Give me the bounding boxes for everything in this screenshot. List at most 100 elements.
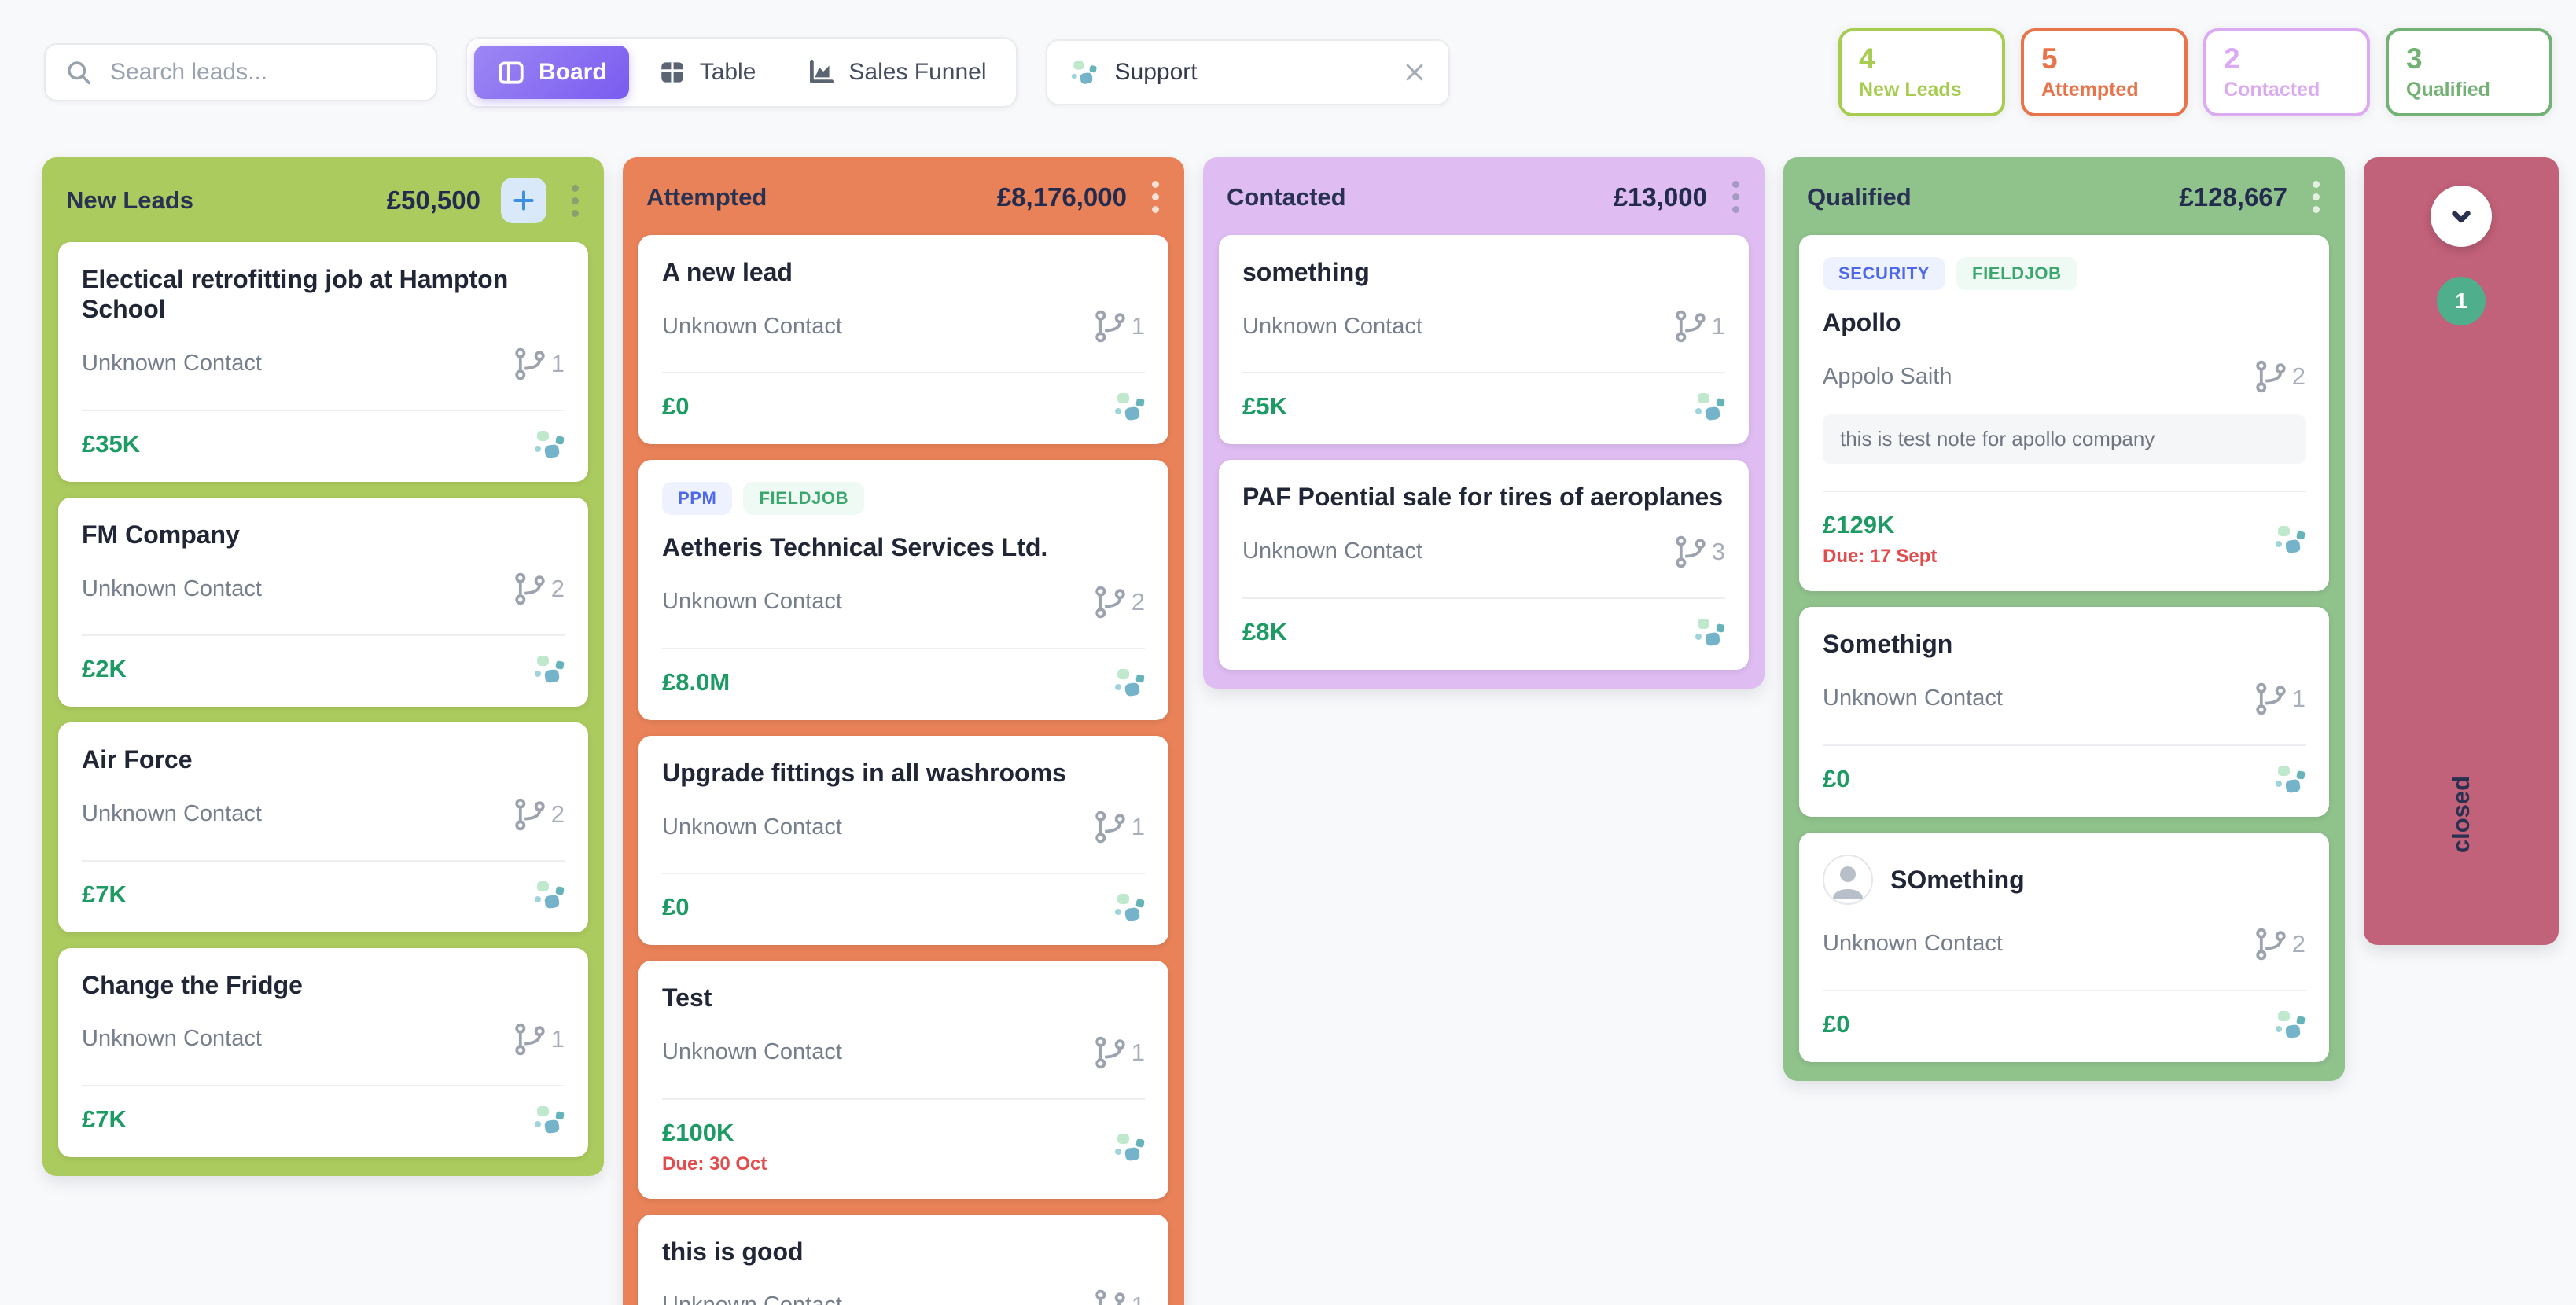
stat-chip-contacted[interactable]: 2 Contacted — [2203, 28, 2370, 116]
card-meta-row: Unknown Contact 1 — [662, 1287, 1145, 1305]
lead-card[interactable]: Air Force Unknown Contact 2 £7K — [58, 722, 588, 932]
stat-chip-qualified[interactable]: 3 Qualified — [2386, 28, 2552, 116]
search-input[interactable] — [44, 43, 437, 101]
column-menu-icon[interactable] — [2308, 178, 2324, 216]
add-lead-button[interactable] — [501, 178, 546, 223]
stat-chip-new-leads[interactable]: 4 New Leads — [1838, 28, 2005, 116]
card-title-row: Apollo — [1823, 307, 2306, 337]
lead-card[interactable]: PPM FIELDJOB Aetheris Technical Services … — [638, 460, 1168, 720]
view-button-sales-funnel[interactable]: Sales Funnel — [784, 46, 1008, 99]
lead-card[interactable]: SOmething Unknown Contact 2 £0 — [1799, 832, 2329, 1062]
branch-indicator: 1 — [1092, 808, 1145, 846]
card-value-row: £2K — [82, 655, 565, 684]
column-header: Attempted £8,176,000 — [623, 157, 1184, 235]
tags: SECURITY FIELDJOB — [1823, 257, 2306, 290]
card-divider — [82, 409, 565, 411]
card-title: Electical retrofitting job at Hampton Sc… — [82, 265, 509, 324]
card-title: Upgrade fittings in all washrooms — [662, 758, 1066, 787]
card-contact: Unknown Contact — [82, 351, 262, 377]
column-header: New Leads £50,500 — [42, 157, 604, 242]
products-icon — [535, 880, 565, 909]
view-button-table[interactable]: Table — [635, 46, 778, 99]
lead-card[interactable]: Somethign Unknown Contact 1 £0 — [1799, 607, 2329, 817]
due-date: Due: 30 Oct — [662, 1152, 767, 1174]
lead-card[interactable]: Electical retrofitting job at Hampton Sc… — [58, 242, 588, 482]
card-contact: Unknown Contact — [1242, 313, 1422, 339]
cards: something Unknown Contact 1 £5K — [1203, 235, 1765, 670]
lead-card[interactable]: Test Unknown Contact 1 £100K Due: 30 Oct — [638, 961, 1168, 1199]
column-menu-icon[interactable] — [1147, 178, 1164, 216]
card-contact: Unknown Contact — [662, 1039, 842, 1065]
search-icon — [68, 61, 91, 85]
tag-fieldjob: FIELDJOB — [743, 482, 865, 516]
card-value: £0 — [1823, 764, 1850, 792]
card-value: £8K — [1242, 617, 1287, 645]
branch-count: 2 — [1131, 587, 1145, 616]
lead-card[interactable]: something Unknown Contact 1 £5K — [1219, 235, 1749, 445]
card-title: this is good — [662, 1237, 804, 1266]
card-title-row: A new lead — [662, 257, 1145, 287]
git-branch-icon — [1095, 311, 1125, 343]
column-new-leads: New Leads £50,500 Electical retrofitting… — [42, 157, 604, 1176]
products-icon — [2276, 1010, 2306, 1038]
column-menu-icon[interactable] — [567, 182, 583, 220]
card-title: something — [1242, 258, 1370, 286]
branch-count: 1 — [1131, 312, 1145, 340]
lead-card[interactable]: Change the Fridge Unknown Contact 1 £7K — [58, 947, 588, 1157]
branch-indicator: 1 — [1092, 307, 1145, 345]
view-toggle: Board Table Sales Funnel — [466, 37, 1018, 108]
card-title-row: PAF Poential sale for tires of aeroplane… — [1242, 482, 1725, 512]
column-title: Qualified — [1807, 182, 1912, 211]
card-value-row: £0 — [1823, 765, 2306, 793]
tag-fieldjob: FIELDJOB — [1956, 257, 2077, 290]
card-value: £100K — [662, 1118, 734, 1146]
lead-card[interactable]: PAF Poential sale for tires of aeroplane… — [1219, 460, 1749, 670]
branch-indicator: 1 — [1673, 307, 1725, 345]
card-title: FM Company — [82, 520, 240, 549]
column-closed: 1 closed — [2364, 157, 2559, 945]
stat-count: 2 — [2224, 42, 2240, 75]
card-title: Change the Fridge — [82, 970, 303, 999]
tab-support[interactable]: Support — [1045, 39, 1450, 105]
products-icon — [1115, 894, 1145, 922]
lead-card[interactable]: A new lead Unknown Contact 1 £0 — [638, 235, 1168, 445]
git-branch-icon — [1676, 311, 1706, 343]
lead-card[interactable]: SECURITY FIELDJOB Apollo Appolo Saith 2 t… — [1799, 235, 2329, 592]
card-meta-row: Unknown Contact 1 — [1823, 680, 2306, 718]
expand-column-button[interactable] — [2431, 186, 2492, 247]
column-title: Contacted — [1227, 182, 1346, 211]
lead-card[interactable]: FM Company Unknown Contact 2 £2K — [58, 497, 588, 708]
branch-count: 3 — [1711, 537, 1725, 565]
card-title-row: Somethign — [1823, 629, 2306, 659]
card-value: £2K — [82, 655, 127, 683]
git-branch-icon — [2256, 682, 2286, 715]
lead-card[interactable]: this is good Unknown Contact 1 £76K Due:… — [638, 1214, 1168, 1305]
git-branch-icon — [515, 798, 545, 830]
card-meta-row: Unknown Contact 3 — [1242, 533, 1725, 571]
stat-chip-attempted[interactable]: 5 Attempted — [2021, 28, 2188, 116]
products-icon — [2276, 526, 2306, 554]
card-divider — [1823, 989, 2306, 991]
card-value-row: £7K — [82, 880, 565, 909]
card-value-row: £7K — [82, 1105, 565, 1134]
card-value-row: £0 — [662, 392, 1145, 421]
git-branch-icon — [2256, 928, 2286, 961]
branch-indicator: 1 — [1092, 1034, 1145, 1072]
stats-row: 4 New Leads 5 Attempted 2 Contacted 3 Qu… — [1838, 28, 2552, 116]
column-menu-icon[interactable] — [1728, 178, 1744, 216]
card-title: A new lead — [662, 258, 793, 286]
view-button-board[interactable]: Board — [474, 46, 629, 99]
card-divider — [82, 634, 565, 637]
card-title-row: Aetheris Technical Services Ltd. — [662, 532, 1145, 562]
card-divider — [662, 1097, 1145, 1100]
git-branch-icon — [1095, 811, 1125, 844]
card-contact: Unknown Contact — [662, 313, 842, 339]
column-total: £128,667 — [2179, 182, 2287, 211]
card-value-row: £35K — [82, 430, 565, 458]
branch-indicator: 2 — [512, 570, 565, 608]
close-tab-icon[interactable] — [1403, 61, 1426, 84]
card-contact: Unknown Contact — [662, 1292, 842, 1305]
card-value: £7K — [82, 1105, 127, 1133]
card-meta-row: Unknown Contact 1 — [662, 307, 1145, 345]
lead-card[interactable]: Upgrade fittings in all washrooms Unknow… — [638, 735, 1168, 946]
